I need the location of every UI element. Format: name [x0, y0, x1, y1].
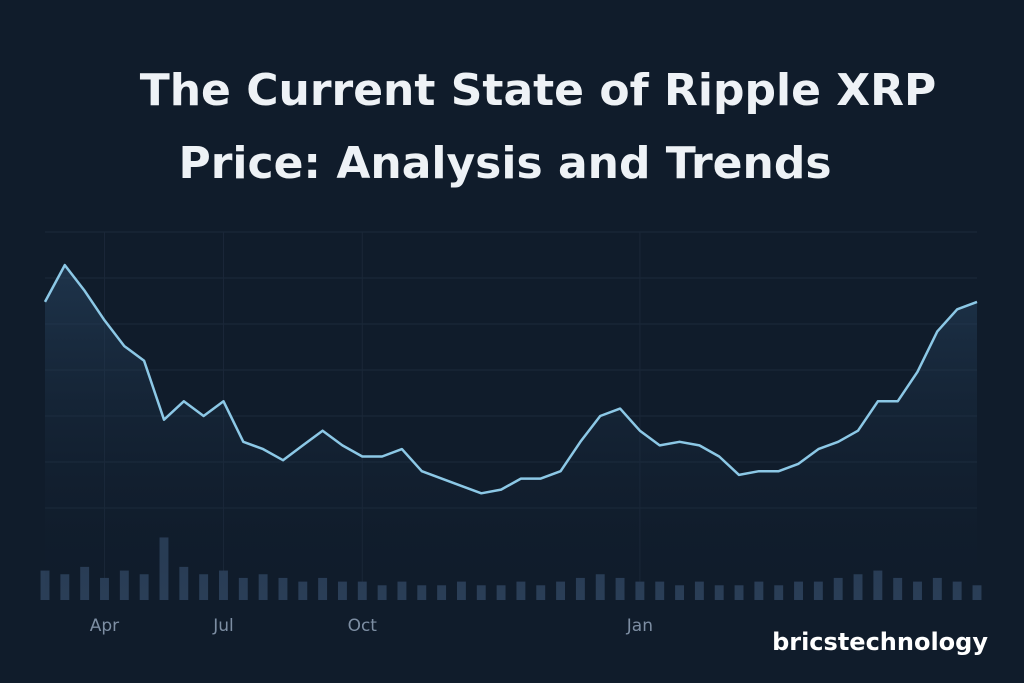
- brand: bricstechnology: [772, 628, 988, 656]
- plot: [40, 263, 982, 600]
- price-area: [45, 265, 977, 600]
- x-tick-label: Oct: [348, 616, 378, 636]
- chart-title: Price: Analysis and Trends: [178, 138, 831, 189]
- x-tick-label: Apr: [90, 616, 119, 636]
- price-line: [43, 263, 978, 495]
- chart-title: The Current State of Ripple XRP: [140, 65, 937, 116]
- x-tick-label: Jan: [626, 616, 653, 636]
- x-tick-label: Jul: [212, 616, 234, 636]
